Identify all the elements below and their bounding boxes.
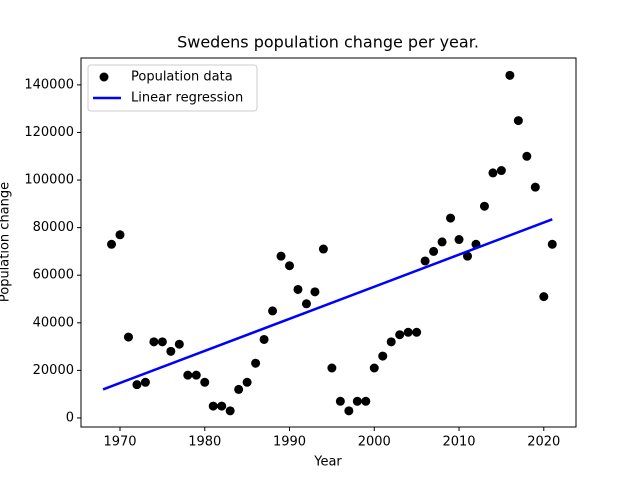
data-point xyxy=(429,246,439,256)
x-tick-label: 2000 xyxy=(358,435,391,450)
data-point xyxy=(115,230,125,240)
data-point xyxy=(251,358,261,368)
data-point xyxy=(191,370,201,380)
legend-label: Population data xyxy=(131,70,233,85)
data-point xyxy=(395,330,405,340)
data-point xyxy=(234,384,244,394)
legend-marker xyxy=(99,72,109,82)
data-point xyxy=(123,332,133,342)
data-point xyxy=(530,182,540,192)
data-point xyxy=(352,396,362,406)
data-point xyxy=(217,401,227,411)
data-point xyxy=(140,377,150,387)
data-point xyxy=(420,256,430,266)
data-point xyxy=(446,213,456,223)
y-tick-label: 100000 xyxy=(24,173,74,188)
data-point xyxy=(479,201,489,211)
y-axis-label: Population change xyxy=(0,182,13,302)
data-point xyxy=(344,406,354,416)
plot-frame xyxy=(80,57,577,428)
x-tick-label: 1970 xyxy=(103,435,136,450)
data-point xyxy=(301,299,311,309)
y-tick-label: 80000 xyxy=(33,220,74,235)
data-point xyxy=(412,327,422,337)
data-point xyxy=(361,396,371,406)
data-point xyxy=(335,396,345,406)
legend-label: Linear regression xyxy=(131,91,243,106)
data-point xyxy=(293,284,303,294)
x-tick-label: 1980 xyxy=(188,435,221,450)
data-point xyxy=(174,339,184,349)
y-tick-label: 140000 xyxy=(24,77,74,92)
data-point xyxy=(454,235,464,245)
data-point xyxy=(285,261,295,271)
data-point xyxy=(149,337,159,347)
data-point xyxy=(200,377,210,387)
data-point xyxy=(488,168,498,178)
data-point xyxy=(157,337,167,347)
x-tick-label: 1990 xyxy=(273,435,306,450)
data-point xyxy=(242,377,252,387)
legend-box xyxy=(87,64,258,112)
data-point xyxy=(513,116,523,126)
data-point xyxy=(403,327,413,337)
data-point xyxy=(496,166,506,176)
y-tick-label: 20000 xyxy=(33,363,74,378)
data-point xyxy=(327,363,337,373)
data-point xyxy=(276,251,286,261)
y-tick-label: 120000 xyxy=(24,125,74,140)
chart-title: Swedens population change per year. xyxy=(177,33,479,52)
data-point xyxy=(259,334,269,344)
data-point xyxy=(268,306,278,316)
data-point xyxy=(547,239,557,249)
x-axis-label: Year xyxy=(313,455,342,470)
data-point xyxy=(183,370,193,380)
data-point xyxy=(378,351,388,361)
data-point xyxy=(310,287,320,297)
data-point xyxy=(318,244,328,254)
y-tick-label: 40000 xyxy=(33,315,74,330)
data-point xyxy=(107,239,117,249)
y-tick-label: 0 xyxy=(66,410,74,425)
data-point xyxy=(166,346,176,356)
data-point xyxy=(132,380,142,390)
data-point xyxy=(539,292,549,302)
data-point xyxy=(522,151,532,161)
data-point xyxy=(369,363,379,373)
regression-line xyxy=(102,218,553,391)
data-point xyxy=(463,251,473,261)
y-tick-label: 60000 xyxy=(33,268,74,283)
data-point xyxy=(208,401,218,411)
data-point xyxy=(386,337,396,347)
data-point xyxy=(505,70,515,80)
x-tick-label: 2020 xyxy=(527,435,560,450)
data-point xyxy=(225,406,235,416)
x-tick-label: 2010 xyxy=(442,435,475,450)
data-point xyxy=(437,237,447,247)
